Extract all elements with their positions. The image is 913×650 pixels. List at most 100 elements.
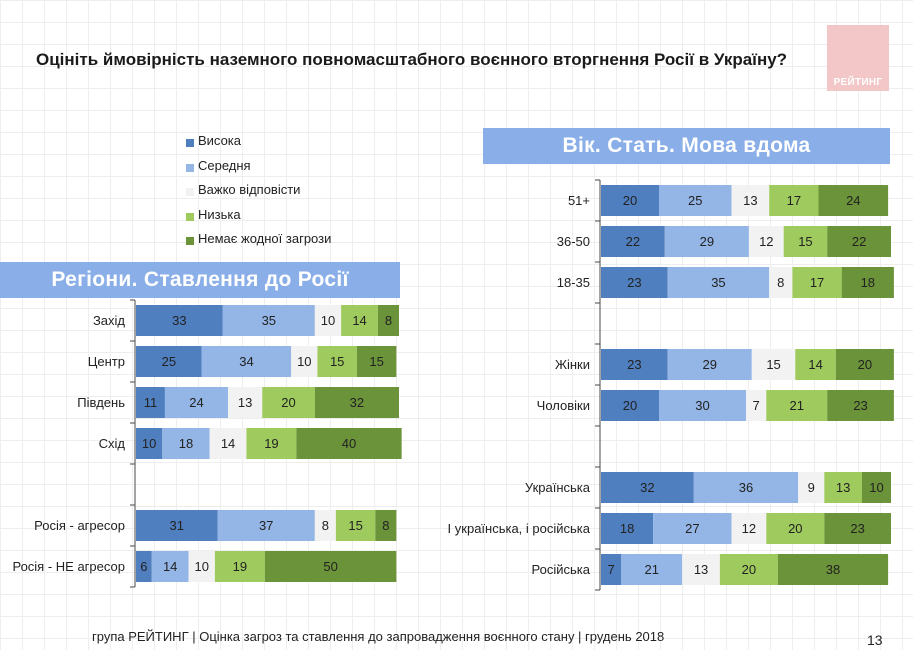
page-title: Оцініть ймовірність наземного повномасшт… bbox=[36, 50, 788, 69]
bar-segment bbox=[667, 349, 752, 380]
bar-segment bbox=[667, 267, 770, 298]
bar-segment bbox=[601, 267, 668, 298]
bar-segment bbox=[751, 349, 796, 380]
data-label: 8 bbox=[777, 275, 784, 290]
data-label: 10 bbox=[195, 559, 209, 574]
demographics-section-banner: Вік. Стать. Мова вдома bbox=[483, 128, 890, 164]
bar-segment bbox=[731, 185, 770, 216]
legend-label: Немає жодної загрози bbox=[198, 231, 332, 246]
category-label: 51+ bbox=[568, 193, 590, 208]
bar-segment bbox=[296, 428, 402, 459]
bar-segment bbox=[659, 185, 732, 216]
data-label: 35 bbox=[262, 313, 276, 328]
data-label: 15 bbox=[348, 518, 362, 533]
bar-segment bbox=[682, 554, 720, 585]
data-label: 20 bbox=[623, 398, 637, 413]
bar-segment bbox=[136, 346, 202, 377]
bar-segment bbox=[375, 510, 397, 541]
bar-segment bbox=[136, 551, 152, 582]
data-label: 14 bbox=[163, 559, 177, 574]
bar-segment bbox=[317, 346, 357, 377]
data-label: 32 bbox=[640, 480, 654, 495]
bar-segment bbox=[264, 551, 397, 582]
category-label: Росія - НЕ агресор bbox=[12, 559, 125, 574]
brand-logo: РЕЙТИНГ bbox=[827, 25, 889, 91]
page-number: 13 bbox=[867, 632, 883, 648]
category-label: І українська, і російська bbox=[448, 521, 591, 536]
legend-label: Висока bbox=[198, 133, 242, 148]
bar-segment bbox=[748, 226, 784, 257]
data-label: 13 bbox=[836, 480, 850, 495]
bar-segment bbox=[841, 267, 894, 298]
data-label: 25 bbox=[162, 354, 176, 369]
bar-segment bbox=[731, 513, 767, 544]
bar-segment bbox=[341, 305, 378, 336]
bar-segment bbox=[136, 387, 165, 418]
bar-segment bbox=[214, 551, 265, 582]
data-label: 50 bbox=[323, 559, 337, 574]
bar-segment bbox=[201, 346, 292, 377]
category-label: Українська bbox=[525, 480, 591, 495]
bar-segment bbox=[719, 554, 778, 585]
bar-segment bbox=[862, 472, 891, 503]
data-label: 10 bbox=[297, 354, 311, 369]
data-label: 35 bbox=[711, 275, 725, 290]
bar-segment bbox=[777, 554, 889, 585]
legend-swatch-icon bbox=[186, 237, 194, 245]
data-label: 37 bbox=[259, 518, 273, 533]
bar-segment bbox=[664, 226, 749, 257]
data-label: 6 bbox=[140, 559, 147, 574]
bar-segment bbox=[766, 390, 828, 421]
bar-segment bbox=[783, 226, 828, 257]
data-label: 32 bbox=[350, 395, 364, 410]
bar-segment bbox=[766, 513, 825, 544]
data-label: 23 bbox=[627, 275, 641, 290]
data-label: 23 bbox=[850, 521, 864, 536]
legend-swatch-icon bbox=[186, 188, 194, 196]
bar-segment bbox=[827, 390, 894, 421]
bar-segment bbox=[601, 513, 654, 544]
data-label: 21 bbox=[790, 398, 804, 413]
data-label: 17 bbox=[810, 275, 824, 290]
data-label: 13 bbox=[238, 395, 252, 410]
data-label: 7 bbox=[753, 398, 760, 413]
category-label: Російська bbox=[532, 562, 591, 577]
regions-section-banner: Регіони. Ставлення до Росії bbox=[0, 262, 400, 298]
data-label: 8 bbox=[322, 518, 329, 533]
bar-segment bbox=[621, 554, 683, 585]
data-label: 19 bbox=[233, 559, 247, 574]
data-label: 19 bbox=[264, 436, 278, 451]
data-label: 20 bbox=[788, 521, 802, 536]
bar-segment bbox=[136, 305, 223, 336]
data-label: 15 bbox=[766, 357, 780, 372]
category-label: Росія - агресор bbox=[34, 518, 125, 533]
legend-label: Середня bbox=[198, 157, 251, 173]
bar-segment bbox=[262, 387, 315, 418]
data-label: 30 bbox=[695, 398, 709, 413]
data-label: 10 bbox=[869, 480, 883, 495]
bar-segment bbox=[818, 185, 889, 216]
data-label: 10 bbox=[142, 436, 156, 451]
bar-segment bbox=[136, 510, 218, 541]
bar-segment bbox=[601, 349, 668, 380]
bar-segment bbox=[377, 305, 399, 336]
data-label: 11 bbox=[144, 395, 158, 410]
category-label: 36-50 bbox=[557, 234, 590, 249]
data-label: 25 bbox=[688, 193, 702, 208]
bar-segment bbox=[162, 428, 210, 459]
data-label: 36 bbox=[739, 480, 753, 495]
data-label: 12 bbox=[742, 521, 756, 536]
category-label: 18-35 bbox=[557, 275, 590, 290]
bar-segment bbox=[601, 472, 694, 503]
legend-label: Важко відповісти bbox=[198, 182, 301, 197]
data-label: 14 bbox=[808, 357, 822, 372]
data-label: 18 bbox=[179, 436, 193, 451]
bar-segment bbox=[693, 472, 799, 503]
legend-swatch-icon bbox=[186, 163, 194, 172]
data-label: 15 bbox=[798, 234, 812, 249]
bar-segment bbox=[601, 226, 665, 257]
data-label: 15 bbox=[330, 354, 344, 369]
bar-segment bbox=[136, 428, 163, 459]
data-label: 15 bbox=[369, 354, 383, 369]
data-label: 22 bbox=[626, 234, 640, 249]
